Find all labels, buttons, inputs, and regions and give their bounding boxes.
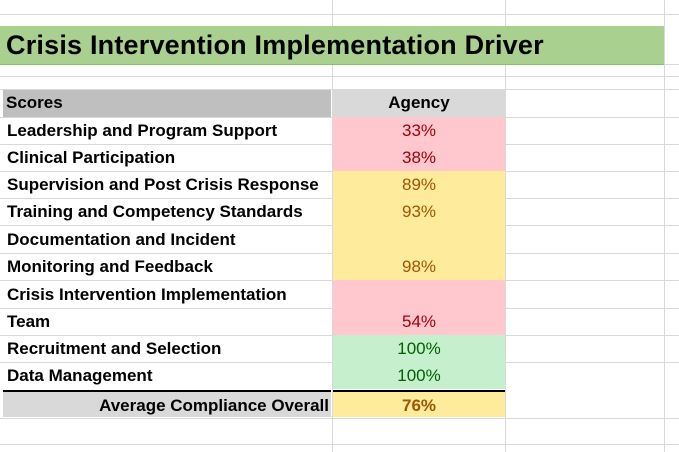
gridline [0, 14, 679, 15]
score-label-cell[interactable]: Monitoring and Feedback [3, 253, 331, 280]
score-label: Clinical Participation [7, 148, 176, 167]
score-label-cell[interactable]: Clinical Participation [3, 144, 331, 171]
score-value: 98% [401, 257, 437, 276]
score-value-cell[interactable]: 38% [333, 144, 505, 171]
score-value: 89% [401, 175, 437, 194]
score-value: 100% [397, 339, 441, 358]
score-label-cell[interactable]: Leadership and Program Support [3, 117, 331, 144]
score-value-cell[interactable]: 100% [333, 335, 505, 362]
score-label-cell[interactable]: Supervision and Post Crisis Response [3, 171, 331, 198]
score-label-cell[interactable]: Training and Competency Standards [3, 198, 331, 225]
score-label-cell[interactable]: Crisis Intervention Implementation [3, 281, 331, 308]
average-label: Average Compliance Overall [99, 396, 329, 415]
title-cell[interactable] [0, 26, 664, 65]
score-label-cell[interactable]: Team [3, 308, 331, 335]
score-value: 54% [401, 312, 437, 331]
average-value: 76% [401, 396, 437, 415]
score-label: Supervision and Post Crisis Response [7, 175, 319, 194]
score-label-line2: Monitoring and Feedback [7, 257, 213, 276]
score-label-cell[interactable]: Documentation and Incident [3, 226, 331, 253]
sheet-title: Crisis Intervention Implementation Drive… [6, 30, 544, 60]
score-label-cell[interactable]: Recruitment and Selection [3, 335, 331, 362]
average-label-cell[interactable]: Average Compliance Overall [3, 390, 331, 417]
header-agency-label: Agency [388, 93, 450, 112]
score-label: Training and Competency Standards [7, 202, 303, 221]
score-value-cell[interactable]: 93% [333, 198, 505, 225]
gridline [664, 0, 665, 452]
score-label-line1: Crisis Intervention Implementation [7, 285, 287, 304]
gridline [0, 418, 679, 419]
score-value-cell[interactable]: 100% [333, 362, 505, 389]
score-value: 33% [401, 121, 437, 140]
score-value-cell[interactable]: 98% [333, 225, 505, 280]
score-value: 93% [401, 202, 437, 221]
score-label: Recruitment and Selection [7, 339, 222, 358]
header-scores-label: Scores [6, 93, 63, 112]
score-label: Data Management [7, 366, 153, 385]
header-agency-cell[interactable]: Agency [333, 90, 505, 117]
average-value-cell[interactable]: 76% [333, 390, 505, 417]
score-label-cell[interactable]: Data Management [3, 362, 331, 389]
gridline [505, 0, 506, 452]
score-value-cell[interactable]: 89% [333, 171, 505, 198]
score-value: 38% [401, 148, 437, 167]
score-value-cell[interactable]: 33% [333, 117, 505, 144]
gridline [0, 444, 679, 445]
gridline [0, 76, 679, 77]
header-scores-cell[interactable]: Scores [3, 90, 331, 117]
score-label: Leadership and Program Support [7, 121, 278, 140]
score-value: 100% [397, 366, 441, 385]
score-label-line2: Team [7, 312, 51, 331]
score-value-cell[interactable]: 54% [333, 280, 505, 335]
score-label-line1: Documentation and Incident [7, 230, 236, 249]
